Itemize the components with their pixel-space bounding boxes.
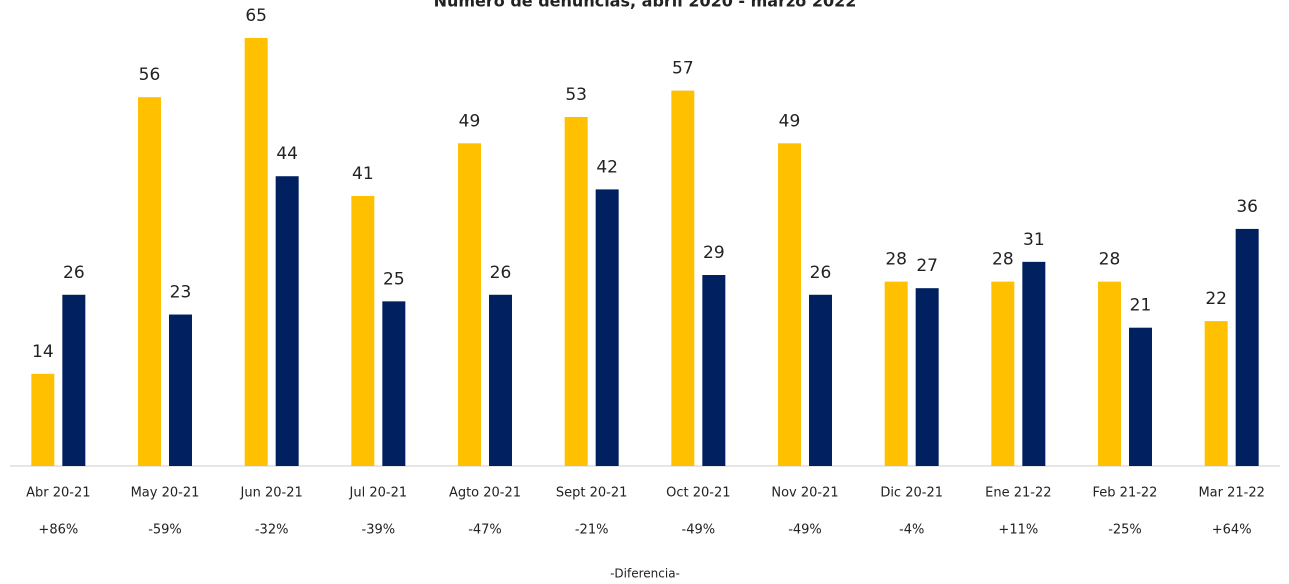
- value-label: 14: [32, 342, 54, 362]
- value-label: 53: [565, 85, 587, 105]
- x-tick-label: Ene 21-22: [985, 486, 1051, 501]
- x-tick-label: Jul 20-21: [349, 486, 408, 501]
- x-tick-label: Dic 20-21: [880, 486, 943, 501]
- bar: [244, 37, 268, 467]
- difference-label: +86%: [38, 523, 78, 538]
- value-label: 28: [992, 250, 1014, 270]
- bar: [1022, 261, 1046, 466]
- x-tick-label: Oct 20-21: [666, 486, 730, 501]
- value-label: 31: [1023, 230, 1045, 250]
- x-tick-label: Jun 20-21: [240, 486, 303, 501]
- bar: [702, 275, 726, 466]
- bar: [809, 294, 832, 466]
- bar: [915, 288, 939, 466]
- value-label: 36: [1236, 197, 1258, 217]
- bar: [382, 301, 406, 466]
- value-label: 28: [885, 250, 907, 270]
- value-label: 26: [490, 263, 512, 283]
- value-label: 23: [170, 283, 192, 303]
- difference-label: -49%: [682, 523, 716, 538]
- bar: [169, 314, 192, 466]
- bar: [595, 189, 619, 466]
- difference-label: -4%: [899, 523, 924, 538]
- x-tick-label: Feb 21-22: [1093, 486, 1158, 501]
- difference-label: -21%: [575, 523, 609, 538]
- x-tick-label: Sept 20-21: [556, 486, 628, 501]
- bar: [1098, 281, 1121, 466]
- bar: [778, 143, 801, 467]
- value-label: 26: [810, 263, 832, 283]
- bar: [458, 143, 481, 467]
- bar: [884, 281, 908, 466]
- value-label: 49: [459, 111, 481, 131]
- bar: [138, 97, 161, 466]
- bar: [564, 116, 588, 466]
- value-label: 29: [703, 243, 725, 263]
- difference-label: +64%: [1212, 523, 1252, 538]
- difference-label: -32%: [255, 523, 289, 538]
- x-tick-label: Nov 20-21: [771, 486, 838, 501]
- value-label: 27: [916, 256, 938, 276]
- bar: [62, 294, 86, 466]
- value-label: 25: [383, 269, 405, 289]
- difference-label: +11%: [998, 523, 1038, 538]
- value-label: 28: [1099, 250, 1121, 270]
- bar: [1204, 321, 1228, 466]
- value-label: 56: [139, 65, 161, 85]
- value-label: 41: [352, 164, 374, 184]
- value-label: 42: [596, 157, 618, 177]
- bar: [1129, 327, 1152, 466]
- bar: [671, 90, 695, 466]
- difference-label: -49%: [788, 523, 822, 538]
- bar: [275, 176, 299, 466]
- value-label: 26: [63, 263, 85, 283]
- bar: [31, 373, 55, 466]
- bar: [1235, 228, 1259, 466]
- x-tick-label: May 20-21: [131, 486, 200, 501]
- value-label: 65: [245, 6, 267, 26]
- bar: [991, 281, 1015, 466]
- x-tick-label: Mar 21-22: [1198, 486, 1264, 501]
- value-label: 21: [1130, 296, 1152, 316]
- value-label: 57: [672, 59, 694, 79]
- chart-title: Número de denuncias, abril 2020 - marzo …: [434, 0, 857, 11]
- x-tick-label: Abr 20-21: [26, 486, 90, 501]
- x-tick-label: Agto 20-21: [449, 486, 521, 501]
- difference-label: -25%: [1108, 523, 1142, 538]
- value-label: 22: [1205, 289, 1227, 309]
- difference-label: -59%: [148, 523, 182, 538]
- bar: [489, 294, 512, 466]
- value-label: 44: [276, 144, 298, 164]
- differences-label: -Diferencia-: [610, 567, 680, 581]
- value-label: 49: [779, 111, 801, 131]
- difference-label: -39%: [362, 523, 396, 538]
- difference-label: -47%: [468, 523, 502, 538]
- bar: [351, 195, 375, 466]
